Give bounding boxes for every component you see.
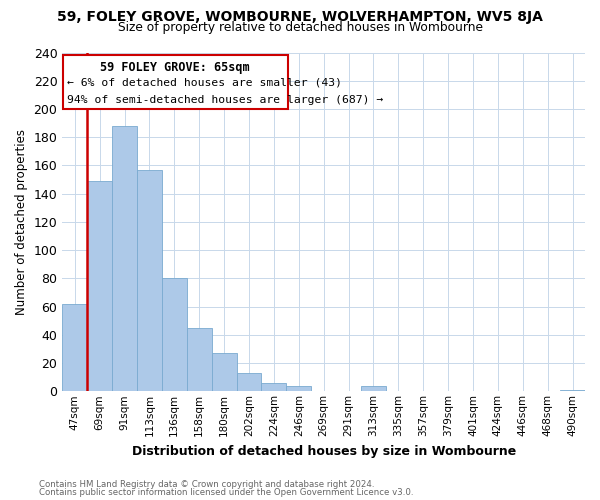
Text: Size of property relative to detached houses in Wombourne: Size of property relative to detached ho… (118, 22, 482, 35)
Text: 59, FOLEY GROVE, WOMBOURNE, WOLVERHAMPTON, WV5 8JA: 59, FOLEY GROVE, WOMBOURNE, WOLVERHAMPTO… (57, 10, 543, 24)
Text: 59 FOLEY GROVE: 65sqm: 59 FOLEY GROVE: 65sqm (100, 61, 250, 74)
Text: Contains HM Land Registry data © Crown copyright and database right 2024.: Contains HM Land Registry data © Crown c… (39, 480, 374, 489)
Text: Contains public sector information licensed under the Open Government Licence v3: Contains public sector information licen… (39, 488, 413, 497)
Bar (212, 353, 236, 392)
Bar (187, 328, 212, 392)
Y-axis label: Number of detached properties: Number of detached properties (15, 129, 28, 315)
Bar (137, 170, 162, 392)
Bar (361, 386, 386, 392)
FancyBboxPatch shape (63, 56, 287, 109)
Bar (560, 390, 585, 392)
Bar (87, 181, 112, 392)
Bar (162, 278, 187, 392)
Text: 94% of semi-detached houses are larger (687) →: 94% of semi-detached houses are larger (… (67, 95, 383, 105)
Bar (236, 373, 262, 392)
Bar (286, 386, 311, 392)
Bar (62, 304, 87, 392)
Bar (112, 126, 137, 392)
X-axis label: Distribution of detached houses by size in Wombourne: Distribution of detached houses by size … (131, 444, 516, 458)
Bar (262, 383, 286, 392)
Text: ← 6% of detached houses are smaller (43): ← 6% of detached houses are smaller (43) (67, 78, 341, 88)
